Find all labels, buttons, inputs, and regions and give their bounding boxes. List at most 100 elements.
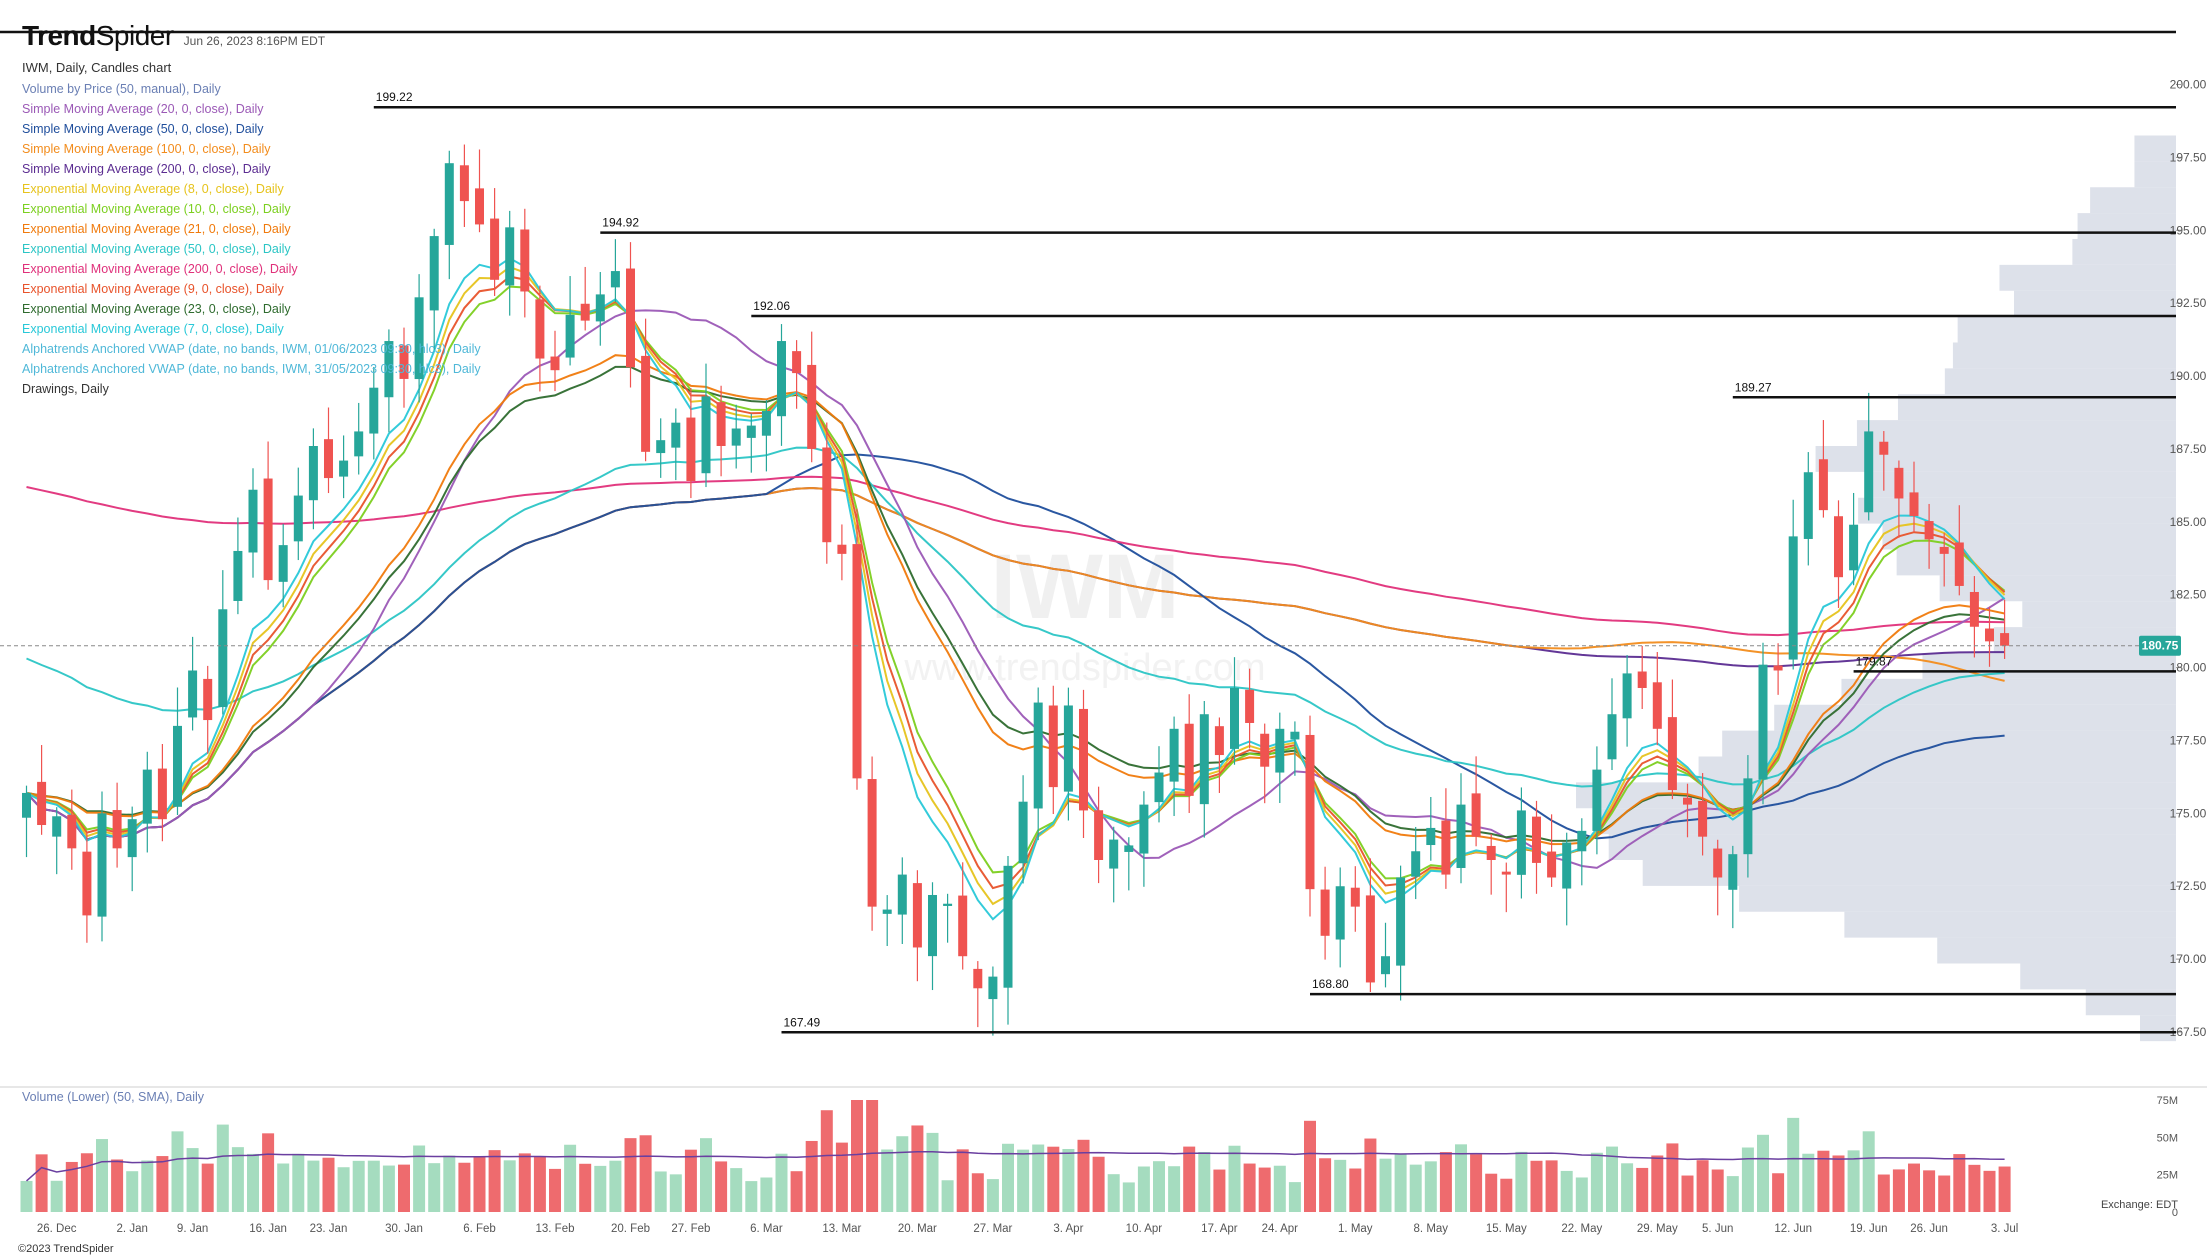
volume-bar: [1198, 1152, 1211, 1212]
volume-bar: [1545, 1160, 1558, 1212]
indicator-item[interactable]: Exponential Moving Average (9, 0, close)…: [22, 282, 284, 296]
volume-bar: [277, 1163, 290, 1212]
candle-body: [656, 440, 666, 454]
volume-bar: [1379, 1158, 1392, 1212]
volume-bar: [1530, 1160, 1543, 1212]
ma-line-7: [26, 354, 2005, 846]
candle-body: [761, 411, 771, 436]
candle-body: [1456, 804, 1466, 868]
volume-bar: [1892, 1169, 1905, 1212]
candle-body: [1260, 733, 1270, 767]
candle-body: [1169, 728, 1179, 782]
vbp-bar: [2134, 135, 2176, 162]
candle-body: [1063, 705, 1073, 792]
vbp-bar: [1844, 911, 2176, 938]
candle-body: [1864, 431, 1874, 513]
candle-body: [716, 402, 726, 446]
candle-body: [641, 355, 651, 452]
chart-header: TrendSpider Jun 26, 2023 8:16PM EDT IWM,…: [22, 20, 481, 399]
candle-body: [1154, 772, 1164, 803]
x-tick-label: 23. Jan: [310, 1223, 348, 1235]
volume-bar: [941, 1180, 954, 1212]
watermark-symbol: IWM: [990, 536, 1179, 638]
volume-bar: [1590, 1152, 1603, 1212]
indicator-item[interactable]: Exponential Moving Average (50, 0, close…: [22, 242, 291, 256]
indicator-item[interactable]: Simple Moving Average (100, 0, close), D…: [22, 142, 271, 156]
volume-bar: [141, 1160, 154, 1212]
candle-body: [459, 165, 469, 202]
vbp-bar: [2022, 601, 2176, 628]
volume-bar: [866, 1100, 879, 1212]
candle-body: [52, 816, 62, 837]
volume-bar: [1273, 1165, 1286, 1212]
indicator-item[interactable]: Exponential Moving Average (200, 0, clos…: [22, 262, 298, 276]
volume-bar: [1153, 1161, 1165, 1212]
indicator-item[interactable]: Volume by Price (50, manual), Daily: [22, 82, 221, 96]
candle-body: [1773, 665, 1783, 671]
y-tick-label: 177.50: [2170, 733, 2207, 747]
volume-bar: [1500, 1178, 1513, 1212]
volume-bar: [20, 1180, 33, 1212]
candle-body: [324, 439, 333, 479]
indicator-legend[interactable]: Volume by Price (50, manual), Daily Simpl…: [22, 79, 481, 399]
ma-line-6: [26, 365, 2005, 842]
indicator-item[interactable]: Exponential Moving Average (8, 0, close)…: [22, 182, 284, 196]
indicator-item[interactable]: Alphatrends Anchored VWAP (date, no band…: [22, 342, 481, 356]
volume-bar: [579, 1163, 592, 1212]
candle-body: [701, 396, 711, 474]
candle-body: [1683, 797, 1692, 805]
volume-bar: [1047, 1146, 1060, 1212]
volume-bar: [1998, 1166, 2011, 1212]
volume-bar: [1062, 1148, 1075, 1212]
horizontal-level-drawings[interactable]: 199.22 194.92 192.06 189.27 179.87 168.80 167.…: [0, 30, 2176, 1034]
candle-body: [1532, 816, 1541, 863]
candle-body: [535, 299, 545, 359]
y-tick-label: 175.00: [2170, 806, 2207, 820]
candle-body: [188, 670, 198, 718]
current-price-badge: 180.75: [0, 635, 2181, 656]
chart-title: IWM, Daily, Candles chart: [22, 60, 172, 75]
volume-bar: [1137, 1166, 1150, 1212]
vbp-bar: [1608, 834, 2176, 860]
volume-bar: [549, 1168, 561, 1212]
candle-body: [384, 341, 394, 398]
candle-body: [1139, 804, 1149, 854]
indicator-item[interactable]: Exponential Moving Average (10, 0, close…: [22, 202, 291, 216]
volume-tick-label: 25M: [2157, 1170, 2178, 1182]
y-tick-label: 182.50: [2170, 588, 2207, 602]
level-label: 192.06: [753, 299, 790, 313]
indicator-item[interactable]: Alphatrends Anchored VWAP (date, no band…: [22, 362, 481, 376]
level-label: 189.27: [1735, 380, 1772, 394]
indicator-item[interactable]: Simple Moving Average (20, 0, close), Da…: [22, 102, 264, 116]
y-tick-label: 180.00: [2170, 661, 2207, 675]
candle-body: [1939, 546, 1949, 554]
candle-body: [429, 236, 439, 311]
volume-bar: [111, 1159, 124, 1212]
indicator-item[interactable]: Drawings, Daily: [22, 382, 109, 396]
symbol-watermark: IWM www.trendspider.com: [903, 536, 1265, 689]
volume-bar: [1908, 1163, 1920, 1212]
volume-bar: [292, 1153, 305, 1212]
volume-bar: [1364, 1138, 1377, 1212]
indicator-item[interactable]: Exponential Moving Average (21, 0, close…: [22, 222, 291, 236]
volume-bar: [609, 1160, 622, 1212]
vbp-bar: [1815, 446, 2176, 472]
indicator-item[interactable]: Simple Moving Average (50, 0, close), Da…: [22, 122, 264, 136]
candle-body: [1969, 591, 1979, 627]
candle-body: [1184, 723, 1194, 796]
trendspider-logo: TrendSpider: [22, 20, 174, 51]
candle-body: [444, 163, 454, 245]
indicator-item[interactable]: Exponential Moving Average (7, 0, close)…: [22, 322, 284, 336]
candle-body: [1396, 877, 1406, 966]
volume-bar: [1439, 1152, 1452, 1212]
candle-body: [1516, 810, 1526, 875]
vbp-bar: [1944, 368, 2176, 395]
candle-body: [520, 229, 530, 292]
volume-sma-line: [26, 1151, 2005, 1182]
indicator-item[interactable]: Simple Moving Average (200, 0, close), D…: [22, 162, 271, 176]
chart-timestamp: Jun 26, 2023 8:16PM EDT: [183, 34, 326, 48]
candle-body: [1018, 801, 1028, 864]
indicator-item[interactable]: Exponential Moving Average (23, 0, close…: [22, 302, 291, 316]
x-tick-label: 3. Jul: [1991, 1223, 2019, 1235]
